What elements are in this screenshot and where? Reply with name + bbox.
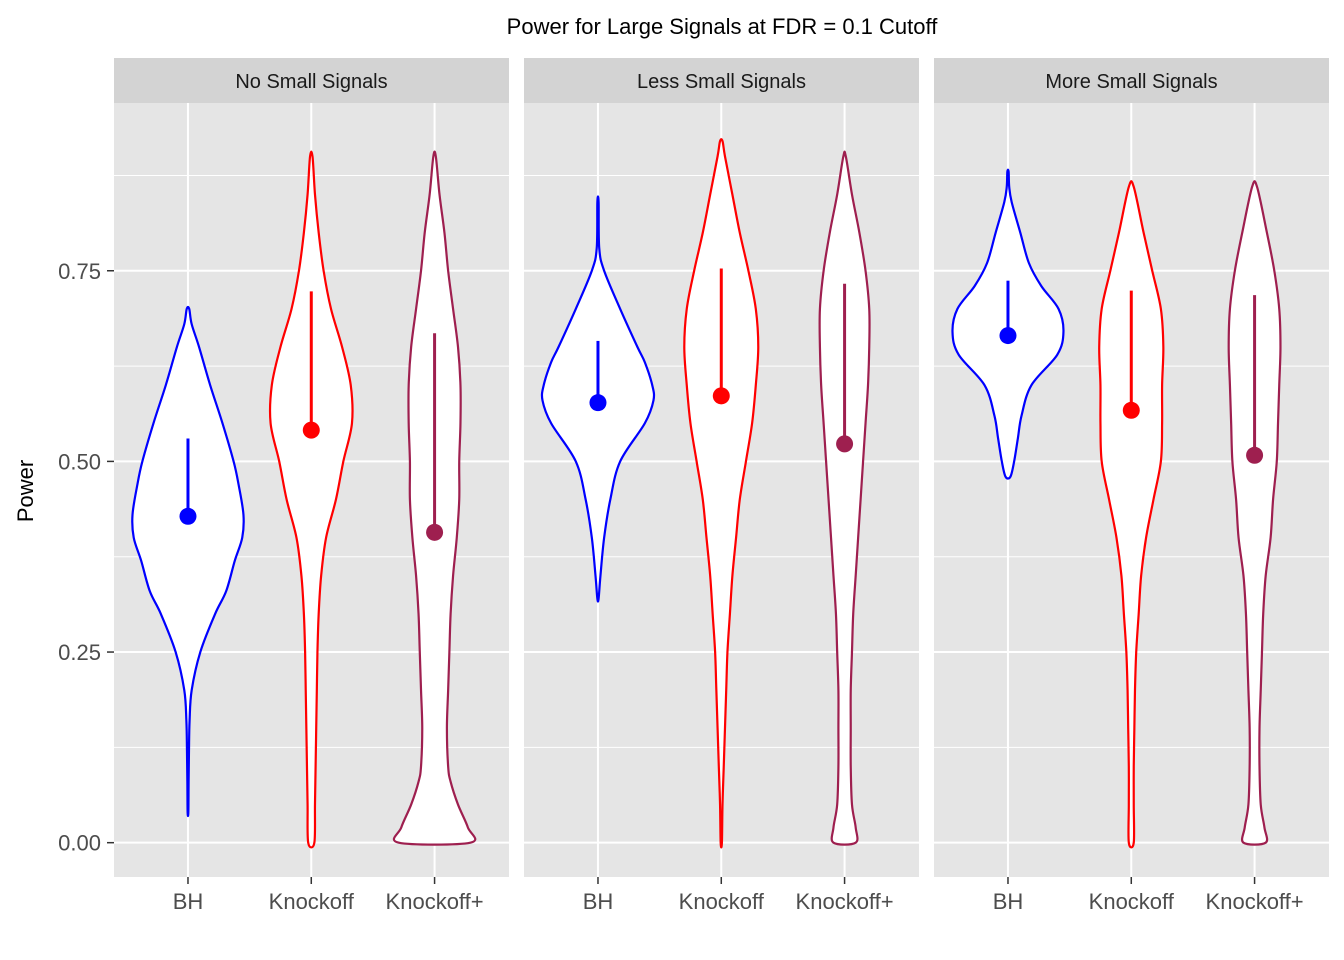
x-tick-label: Knockoff+ [796,889,894,914]
x-tick-label: Knockoff [269,889,355,914]
facet-strip-label: Less Small Signals [637,71,806,93]
mean-point [712,387,730,405]
facet-strip-label: More Small Signals [1045,71,1217,93]
mean-point [1122,401,1140,419]
facet-strip [934,58,1329,103]
mean-point [302,421,320,439]
x-tick-label: BH [173,889,204,914]
x-tick-label: BH [583,889,614,914]
mean-point [999,327,1017,345]
facet-strip [114,58,509,103]
y-axis-title: Power [13,460,38,522]
y-axis: 0.00 0.25 0.50 0.75 [58,259,114,856]
violin-knockoff-plus [1227,180,1282,846]
x-tick-label: Knockoff [1089,889,1175,914]
y-tick-label: 0.50 [58,449,101,474]
mean-point [589,394,607,412]
violin-bh [131,305,245,818]
y-tick-label: 0.75 [58,259,101,284]
chart-title: Power for Large Signals at FDR = 0.1 Cut… [507,14,939,39]
facet-panel: Less Small Signals BH Knockoff Knockoff+ [524,58,919,914]
x-tick-label: Knockoff [679,889,765,914]
mean-point [179,507,197,525]
violin-knockoff-plus [818,150,871,846]
facet-strip [524,58,919,103]
x-tick-label: Knockoff+ [1206,889,1304,914]
y-tick-label: 0.25 [58,640,101,665]
mean-point [836,435,854,453]
mean-point [1246,446,1264,464]
violin-knockoff [268,150,354,849]
facet-panel: No Small Signals BH Knockoff Knockoff+ [114,58,509,914]
mean-point [426,523,444,541]
x-tick-label: Knockoff+ [386,889,484,914]
y-tick-label: 0.00 [58,831,101,856]
facet-panel: More Small Signals BH Knockoff Knockoff+ [934,58,1329,914]
violin-knockoff [683,138,760,849]
x-tick-label: BH [993,889,1024,914]
violin-knockoff [1098,180,1165,849]
facet-strip-label: No Small Signals [235,71,387,93]
